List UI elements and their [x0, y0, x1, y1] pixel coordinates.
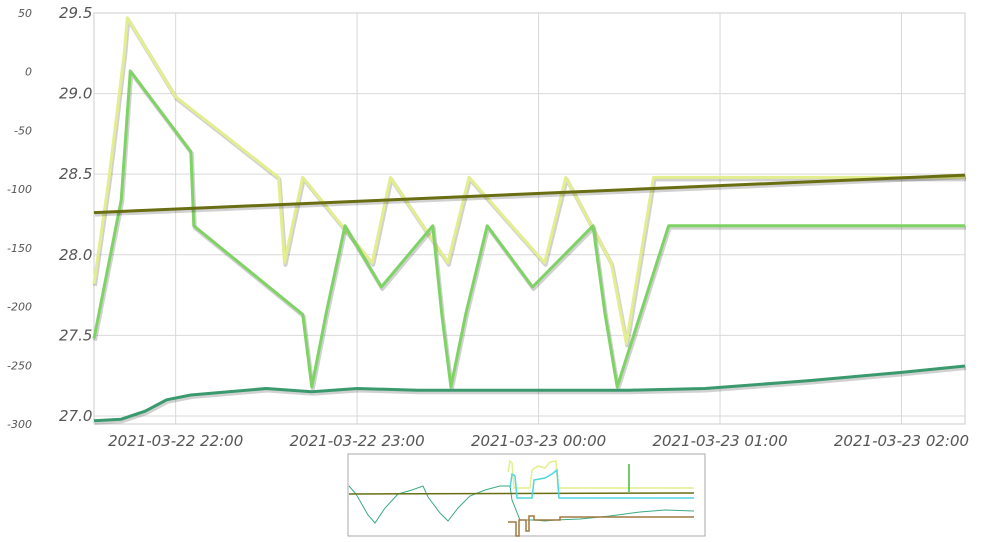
series-line-4: [93, 173, 966, 215]
left-tick-label: -250: [7, 359, 32, 372]
left-axis: 50 0 -50 -100 -150 -200 -250 -300: [7, 7, 32, 431]
left-tick-label: -150: [7, 242, 32, 255]
left-tick-label: -100: [7, 183, 32, 196]
plot-frame: [93, 12, 966, 425]
right-tick-label: 28.5: [59, 165, 92, 183]
navigator-series-brown: [508, 515, 694, 537]
right-tick-label: 28.0: [59, 246, 92, 264]
navigator-series-olive: [348, 492, 695, 495]
navigator[interactable]: [347, 453, 706, 537]
left-tick-label: -50: [14, 124, 32, 137]
left-tick-label: -200: [7, 301, 32, 314]
navigator-series-cyan: [509, 468, 694, 499]
right-tick-label: 27.5: [59, 326, 92, 344]
series-shadow: [94, 175, 967, 217]
series-shadow: [93, 71, 966, 391]
series-line-1: [92, 16, 965, 345]
x-tick-label: 2021-03-22 22:00: [108, 432, 243, 450]
series-group: [92, 16, 967, 425]
grid: [94, 12, 965, 424]
series-line-3: [93, 364, 966, 423]
navigator-series-yellow: [507, 459, 694, 489]
left-tick-label: 0: [25, 66, 32, 79]
left-tick-label: 50: [18, 7, 32, 20]
x-tick-label: 2021-03-23 02:00: [834, 432, 969, 450]
x-tick-label: 2021-03-22 23:00: [290, 432, 425, 450]
series-shadow: [94, 366, 967, 425]
x-axis: 2021-03-22 22:00 2021-03-22 23:00 2021-03-…: [108, 432, 969, 450]
right-axis: 29.5 29.0 28.5 28.0 27.5 27.0: [59, 4, 92, 425]
left-tick-label: -300: [7, 418, 32, 431]
x-tick-label: 2021-03-23 01:00: [652, 432, 787, 450]
series-line-2: [92, 69, 965, 389]
right-tick-label: 29.0: [59, 85, 92, 103]
right-tick-label: 27.0: [59, 407, 92, 425]
x-tick-label: 2021-03-23 00:00: [471, 432, 606, 450]
right-tick-label: 29.5: [59, 4, 92, 22]
